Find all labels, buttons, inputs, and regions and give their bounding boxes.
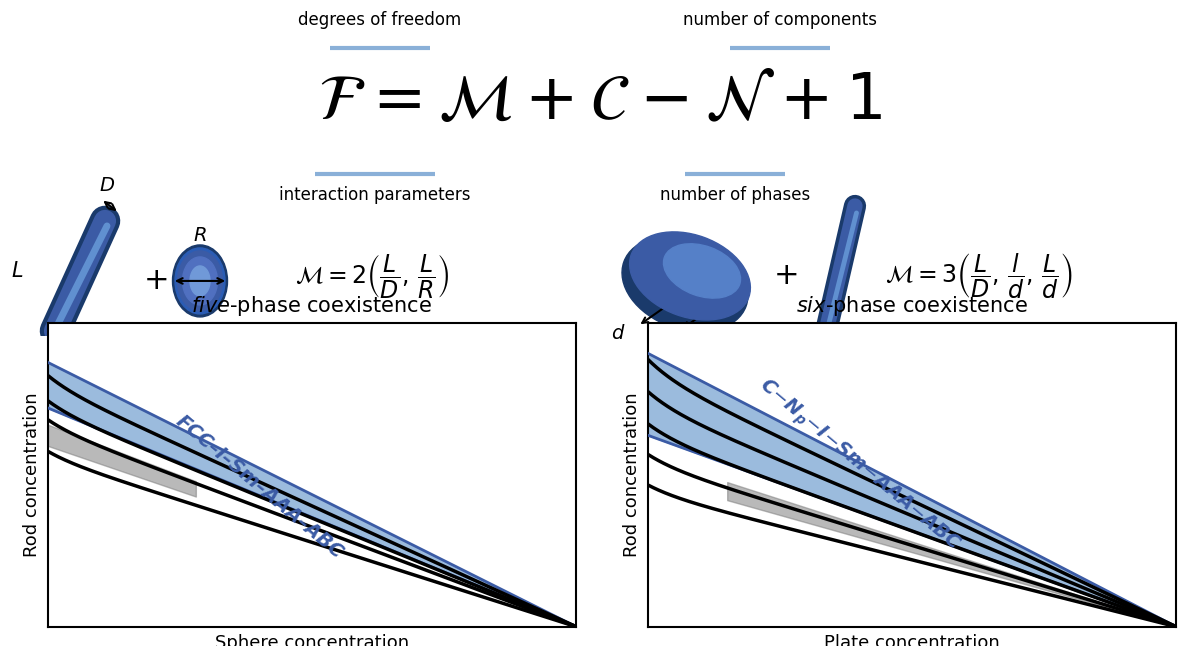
Text: $D$: $D$ <box>98 176 115 196</box>
Text: $R$: $R$ <box>193 227 206 245</box>
Text: $\mathit{five}$-phase coexistence: $\mathit{five}$-phase coexistence <box>192 295 432 318</box>
Text: $+$: $+$ <box>143 266 167 295</box>
Y-axis label: Rod concentration: Rod concentration <box>23 393 41 557</box>
Ellipse shape <box>182 257 217 305</box>
Ellipse shape <box>178 251 222 311</box>
X-axis label: Plate concentration: Plate concentration <box>824 634 1000 646</box>
X-axis label: Sphere concentration: Sphere concentration <box>215 634 409 646</box>
Text: interaction parameters: interaction parameters <box>280 186 470 204</box>
Y-axis label: Rod concentration: Rod concentration <box>623 393 641 557</box>
Text: number of phases: number of phases <box>660 186 810 204</box>
Text: degrees of freedom: degrees of freedom <box>299 11 462 29</box>
Text: $d$: $d$ <box>611 324 625 344</box>
Text: number of components: number of components <box>683 11 877 29</box>
Ellipse shape <box>190 266 210 296</box>
Ellipse shape <box>664 244 740 298</box>
Ellipse shape <box>630 232 750 320</box>
Text: $\mathcal{F}=\mathcal{M}+\mathcal{C}-\mathcal{N}+1$: $\mathcal{F}=\mathcal{M}+\mathcal{C}-\ma… <box>318 70 882 132</box>
Ellipse shape <box>622 236 748 331</box>
Text: $\mathcal{M}=3\left(\dfrac{L}{D},\,\dfrac{l}{d},\,\dfrac{L}{d}\right)$: $\mathcal{M}=3\left(\dfrac{L}{D},\,\dfra… <box>886 251 1073 300</box>
Text: $\mathcal{M}=2\left(\dfrac{L}{D},\,\dfrac{L}{R}\right)$: $\mathcal{M}=2\left(\dfrac{L}{D},\,\dfra… <box>295 252 449 300</box>
Text: $l$: $l$ <box>721 328 728 348</box>
Text: $\mathit{six}$-phase coexistence: $\mathit{six}$-phase coexistence <box>796 295 1028 318</box>
Text: $L$: $L$ <box>11 261 23 281</box>
Text: $+$: $+$ <box>773 262 797 291</box>
Ellipse shape <box>175 248 226 314</box>
Ellipse shape <box>173 245 228 317</box>
Text: C$-$N$_{\mathregular{p}}$$-$I$-$Sm$-$AAA$-$ABC: C$-$N$_{\mathregular{p}}$$-$I$-$Sm$-$AAA… <box>754 374 965 557</box>
Text: FCC–I–Sm–AAA–ABC: FCC–I–Sm–AAA–ABC <box>172 412 347 563</box>
